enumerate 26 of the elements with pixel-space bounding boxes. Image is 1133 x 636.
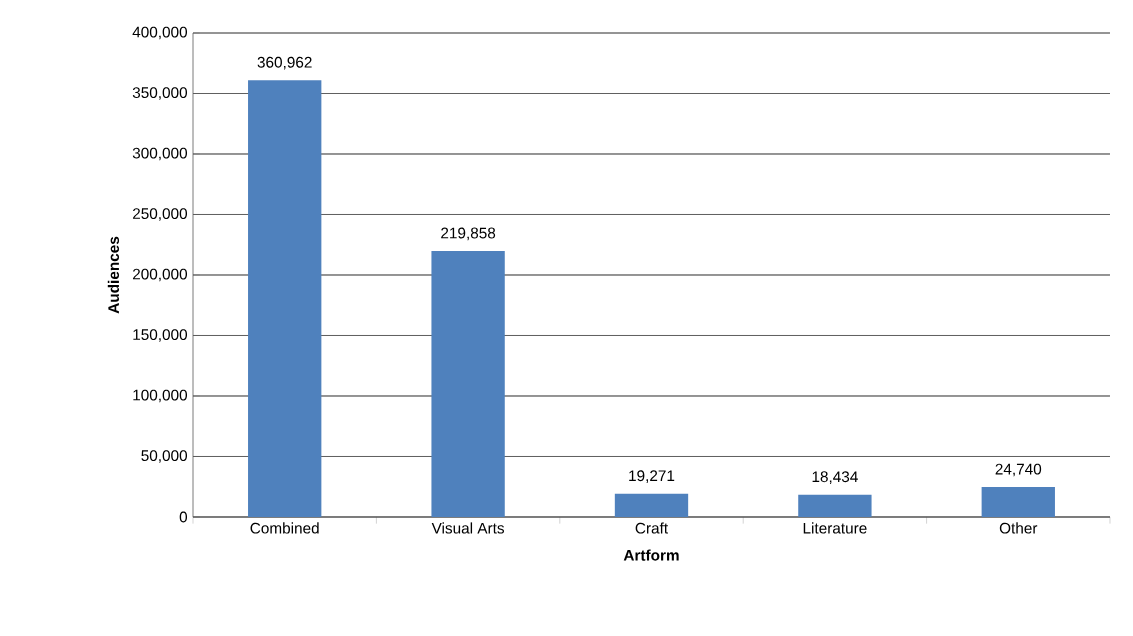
data-label: 18,434 [812, 471, 858, 484]
data-label: 360,962 [257, 56, 312, 70]
x-axis-title: Artform [623, 549, 679, 561]
y-tick-label: 400,000 [132, 26, 188, 40]
data-label: 24,740 [995, 463, 1042, 477]
x-tick-label: Visual Arts [431, 522, 505, 534]
data-label: 219,858 [441, 227, 496, 241]
y-tick-label: 350,000 [132, 87, 188, 100]
bar [431, 250, 505, 517]
y-tick-label: 250,000 [132, 208, 188, 221]
bar [248, 80, 322, 517]
x-tick-label: Other [999, 522, 1038, 534]
y-tick-label: 300,000 [132, 147, 188, 161]
y-tick-label: 100,000 [133, 389, 188, 403]
x-tick-label: Combined [250, 522, 319, 534]
y-tick-label: 0 [179, 511, 188, 523]
data-label: 19,271 [629, 470, 675, 483]
y-tick-label: 150,000 [133, 329, 188, 342]
bar [614, 493, 689, 517]
y-axis-title: Audiences [107, 236, 120, 314]
bar [981, 487, 1055, 517]
y-tick-label: 50,000 [141, 450, 188, 463]
y-tick-label: 200,000 [132, 268, 188, 282]
bar [798, 494, 872, 517]
x-tick-label: Craft [635, 522, 668, 534]
x-tick-label: Literature [803, 522, 867, 534]
